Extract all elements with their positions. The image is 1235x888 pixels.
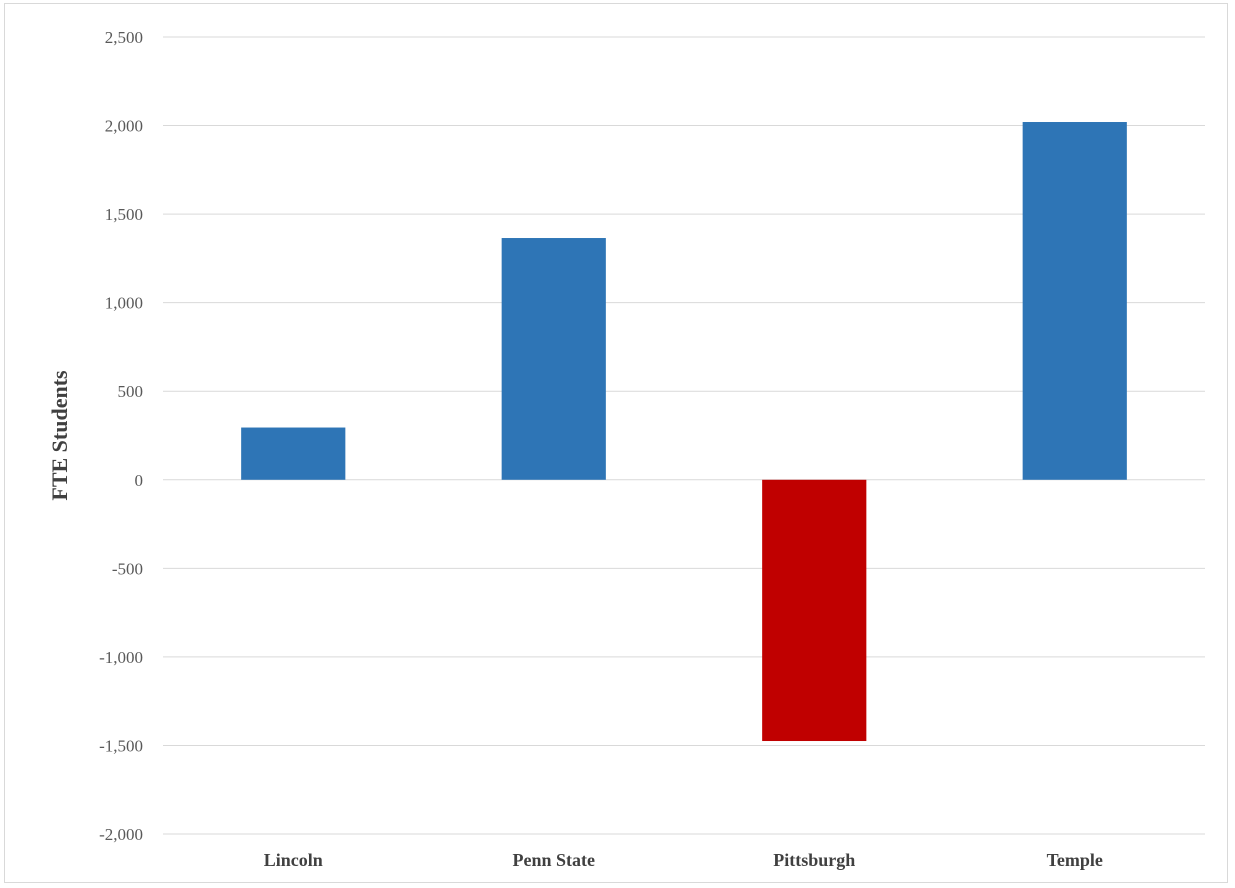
bar-penn-state [501,238,606,480]
y-tick-label: 1,000 [105,294,143,313]
x-category-label: Pittsburgh [773,850,855,870]
y-tick-label: 2,000 [105,117,143,136]
x-category-label: Lincoln [264,850,323,870]
x-axis-category-labels: Lincoln Penn State Pittsburgh Temple [264,850,1103,870]
y-tick-label: -500 [112,559,143,578]
y-tick-label: 1,500 [105,205,143,224]
y-tick-label: -2,000 [99,825,143,844]
y-tick-label: 0 [135,471,144,490]
bar-pittsburgh [762,479,867,742]
y-tick-label: -1,000 [99,648,143,667]
y-axis-title: FTE Students [47,370,72,501]
bar-temple [1022,122,1127,480]
y-tick-label: 500 [118,382,144,401]
bar-lincoln [241,427,346,480]
x-category-label: Penn State [513,850,596,870]
y-tick-label: 2,500 [105,28,143,47]
bars [241,122,1127,742]
x-category-label: Temple [1047,850,1103,870]
y-tick-label: -1,500 [99,736,143,755]
y-axis-tick-labels: 2,500 2,000 1,500 1,000 500 0 -500 -1,000 -1,500… [99,28,143,844]
